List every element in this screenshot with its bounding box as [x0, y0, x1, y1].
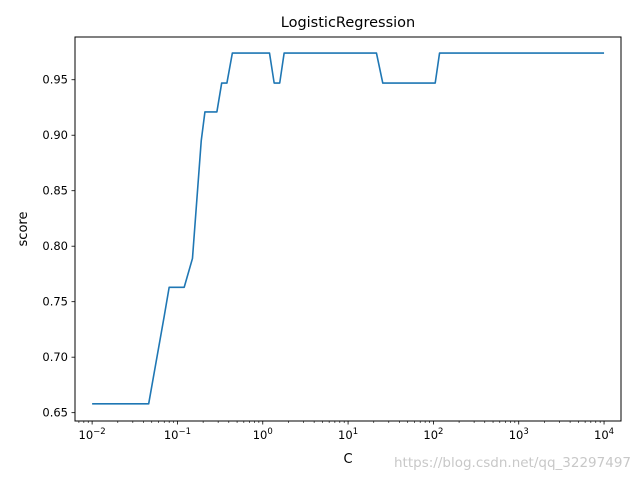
y-axis-label: score [16, 212, 31, 247]
y-tick-label: 0.90 [42, 128, 68, 142]
chart-title: LogisticRegression [281, 15, 415, 31]
x-tick-exponent: −1 [178, 427, 191, 437]
y-tick-label: 0.95 [42, 73, 68, 87]
series-line [92, 52, 605, 405]
x-tick-exponent: 1 [353, 427, 358, 437]
x-tick-exponent: 3 [523, 427, 528, 437]
x-tick-exponent: 4 [609, 427, 614, 437]
x-tick-exponent: 2 [438, 427, 443, 437]
y-axis-ticks: 0.65 0.70 0.75 0.80 0.85 0.90 0.95 [42, 73, 75, 420]
x-tick-exponent: 0 [267, 427, 272, 437]
y-tick-label: 0.80 [42, 239, 68, 253]
x-tick-exponent: −2 [93, 427, 106, 437]
watermark: https://blog.csdn.net/qq_32297497 [394, 455, 631, 471]
y-tick-label: 0.85 [42, 184, 68, 198]
y-tick-label: 0.70 [42, 350, 68, 364]
y-tick-label: 0.75 [42, 295, 68, 309]
x-axis-label: C [343, 452, 352, 467]
y-tick-label: 0.65 [42, 406, 68, 420]
